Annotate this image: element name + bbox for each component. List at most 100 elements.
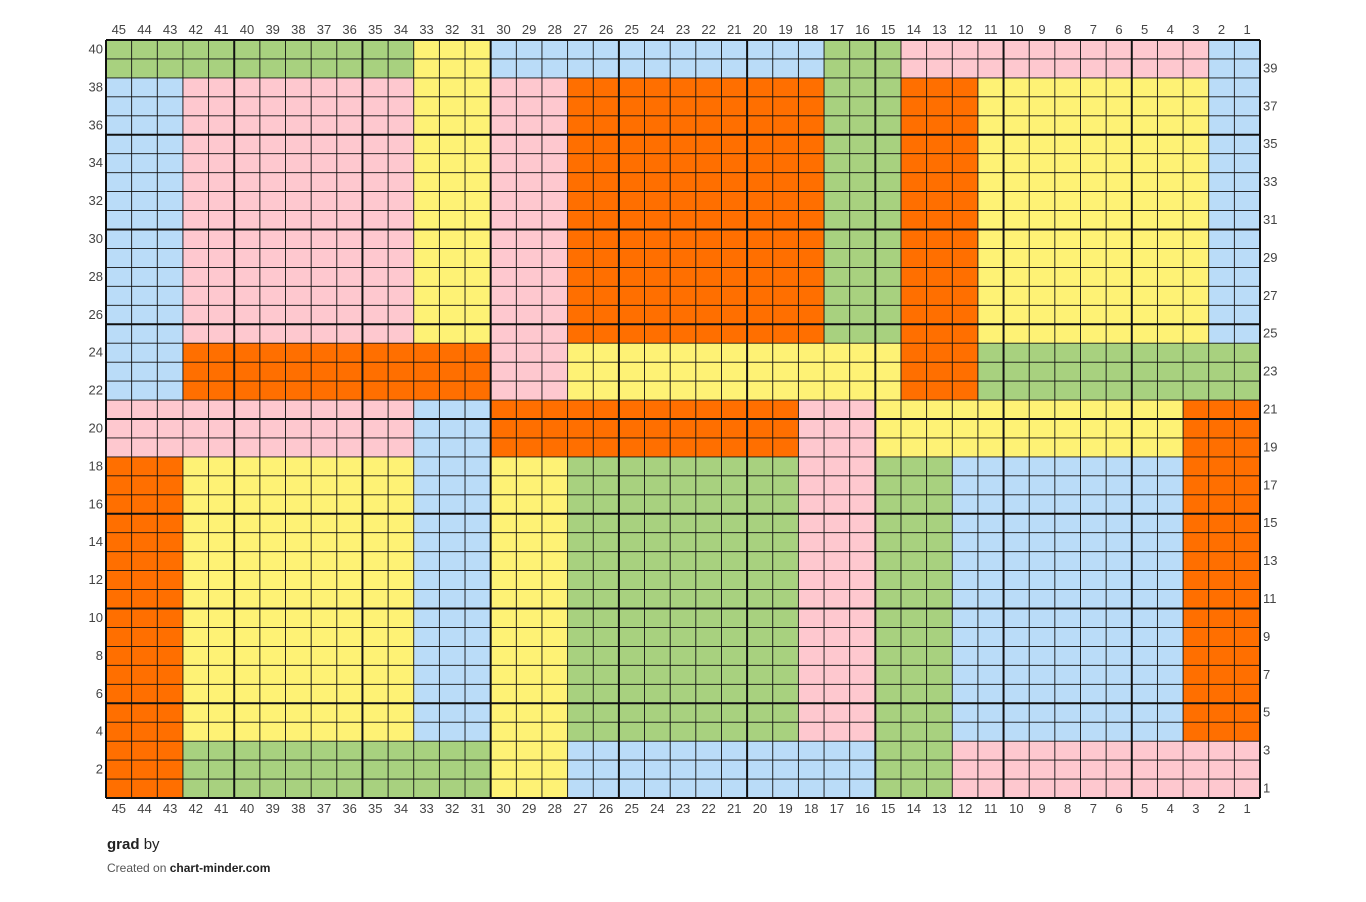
chart-cell bbox=[567, 456, 594, 477]
chart-cell bbox=[926, 760, 953, 780]
chart-cell bbox=[849, 191, 876, 211]
chart-cell bbox=[747, 58, 774, 79]
chart-cell bbox=[131, 58, 158, 79]
chart-cell bbox=[926, 229, 953, 249]
chart-cell bbox=[259, 760, 286, 780]
column-label-bottom: 34 bbox=[394, 801, 408, 816]
column-label-top: 19 bbox=[778, 22, 792, 37]
chart-cell bbox=[336, 77, 363, 98]
column-label-bottom: 44 bbox=[137, 801, 151, 816]
chart-cell bbox=[259, 324, 286, 344]
chart-cell bbox=[362, 760, 389, 780]
chart-cell bbox=[1003, 722, 1030, 742]
chart-cell bbox=[900, 551, 927, 571]
chart-cell bbox=[1003, 741, 1030, 761]
chart-cell bbox=[413, 456, 440, 477]
chart-cell bbox=[644, 96, 671, 117]
chart-cell bbox=[388, 172, 415, 192]
site-link[interactable]: chart-minder.com bbox=[169, 861, 271, 875]
chart-cell bbox=[1003, 362, 1030, 382]
chart-cell bbox=[695, 475, 722, 496]
chart-cell bbox=[234, 362, 261, 382]
chart-cell bbox=[567, 437, 594, 458]
chart-cell bbox=[106, 551, 132, 571]
chart-cell bbox=[1183, 665, 1210, 685]
chart-cell bbox=[1080, 779, 1107, 799]
chart-cell bbox=[1183, 589, 1210, 609]
chart-cell bbox=[362, 40, 389, 60]
chart-cell bbox=[798, 134, 825, 154]
chart-cell bbox=[824, 229, 850, 249]
chart-cell bbox=[131, 40, 158, 60]
chart-cell bbox=[465, 684, 491, 704]
chart-cell bbox=[1003, 646, 1030, 666]
chart-cell bbox=[311, 248, 338, 268]
chart-cell bbox=[644, 343, 671, 363]
chart-cell bbox=[1234, 532, 1261, 552]
chart-cell bbox=[1106, 267, 1133, 287]
chart-cell bbox=[1131, 362, 1158, 382]
chart-cell bbox=[388, 343, 415, 363]
chart-cell bbox=[798, 343, 825, 363]
chart-cell bbox=[593, 513, 620, 533]
chart-cell bbox=[721, 305, 748, 325]
chart-cell bbox=[439, 115, 466, 136]
column-label-top: 17 bbox=[830, 22, 844, 37]
chart-cell bbox=[721, 58, 748, 79]
chart-cell bbox=[1157, 362, 1184, 382]
chart-cell bbox=[926, 456, 953, 477]
chart-cell bbox=[157, 665, 184, 685]
chart-cell bbox=[618, 475, 645, 496]
chart-cell bbox=[157, 760, 184, 780]
chart-cell bbox=[695, 494, 722, 515]
column-label-top: 31 bbox=[471, 22, 485, 37]
chart-cell bbox=[1003, 248, 1030, 268]
chart-cell bbox=[490, 608, 517, 628]
chart-cell bbox=[670, 58, 697, 79]
chart-cell bbox=[952, 172, 979, 192]
chart-cells bbox=[106, 40, 1261, 799]
chart-cell bbox=[952, 551, 979, 571]
chart-cell bbox=[259, 286, 286, 306]
chart-cell bbox=[490, 134, 517, 154]
chart-cell bbox=[1157, 646, 1184, 666]
chart-cell bbox=[747, 324, 774, 344]
chart-cell bbox=[106, 40, 132, 60]
chart-cell bbox=[439, 665, 466, 685]
chart-cell bbox=[182, 381, 209, 401]
chart-cell bbox=[977, 513, 1004, 533]
chart-cell bbox=[695, 381, 722, 401]
chart-cell bbox=[465, 324, 491, 344]
chart-cell bbox=[131, 286, 158, 306]
chart-cell bbox=[182, 343, 209, 363]
chart-cell bbox=[259, 115, 286, 136]
chart-cell bbox=[311, 665, 338, 685]
chart-cell bbox=[388, 77, 415, 98]
column-label-top: 44 bbox=[137, 22, 151, 37]
chart-cell bbox=[1208, 722, 1235, 742]
chart-cell bbox=[106, 589, 132, 609]
chart-cell bbox=[567, 77, 594, 98]
chart-cell bbox=[234, 665, 261, 685]
chart-cell bbox=[106, 722, 132, 742]
chart-cell bbox=[926, 570, 953, 590]
chart-cell bbox=[106, 381, 132, 401]
chart-cell bbox=[798, 381, 825, 401]
chart-cell bbox=[1080, 513, 1107, 533]
chart-cell bbox=[772, 134, 799, 154]
chart-cell bbox=[926, 77, 953, 98]
chart-cell bbox=[131, 722, 158, 742]
chart-cell bbox=[362, 343, 389, 363]
chart-cell bbox=[747, 551, 774, 571]
chart-cell bbox=[695, 40, 722, 60]
chart-cell bbox=[541, 741, 568, 761]
chart-cell bbox=[1054, 437, 1081, 458]
chart-cell bbox=[670, 703, 697, 723]
chart-cell bbox=[1106, 646, 1133, 666]
chart-cell bbox=[567, 627, 594, 647]
chart-cell bbox=[644, 760, 671, 780]
chart-cell bbox=[670, 115, 697, 136]
chart-cell bbox=[1131, 210, 1158, 230]
chart-cell bbox=[747, 494, 774, 515]
chart-cell bbox=[1080, 400, 1107, 420]
